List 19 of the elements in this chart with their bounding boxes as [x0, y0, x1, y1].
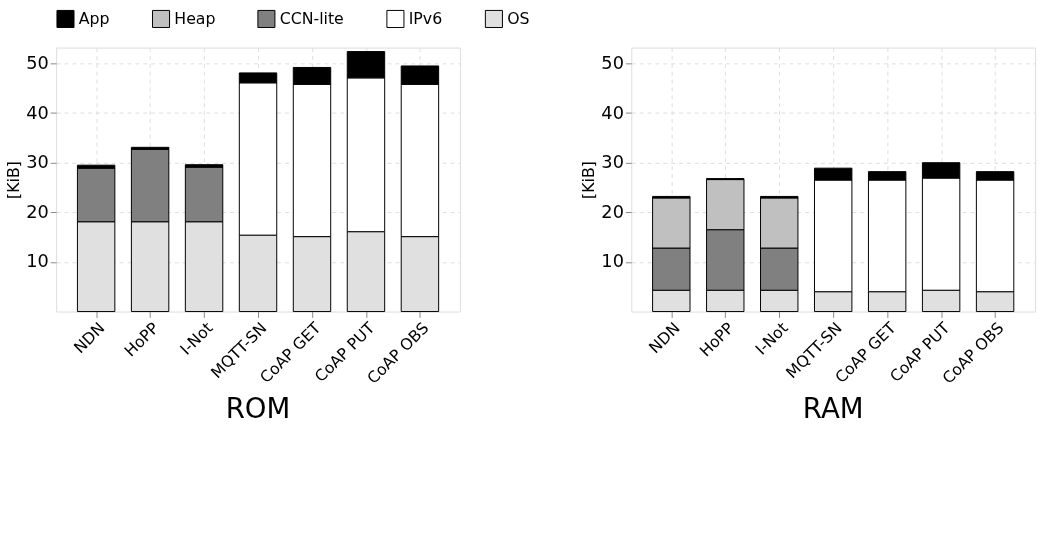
legend-label: IPv6 [408, 8, 443, 28]
y-tick-label: 50 [26, 52, 49, 73]
legend-label: CCN-lite [279, 8, 344, 28]
legend-label: OS [507, 8, 530, 28]
y-tick-label: 50 [601, 52, 624, 73]
y-axis-title: [KiB] [579, 161, 599, 199]
text: RAM [802, 391, 864, 425]
y-tick-label: 10 [601, 251, 624, 272]
y-tick-label: 10 [26, 251, 49, 272]
y-tick-label: 40 [601, 102, 624, 123]
y-tick-label: 40 [26, 102, 49, 123]
y-tick-label: 20 [601, 201, 624, 222]
y-axis-title: [KiB] [4, 161, 24, 199]
text: ROM [225, 391, 291, 425]
legend-label: Heap [174, 8, 216, 28]
y-tick-label: 30 [26, 152, 49, 173]
y-tick-label: 30 [601, 152, 624, 173]
y-tick-label: 20 [26, 201, 49, 222]
legend-label: App [78, 8, 110, 28]
